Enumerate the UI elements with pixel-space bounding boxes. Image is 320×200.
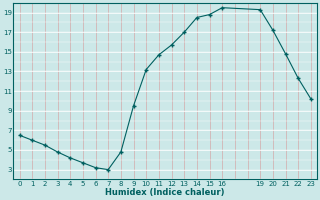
X-axis label: Humidex (Indice chaleur): Humidex (Indice chaleur) [106, 188, 225, 197]
